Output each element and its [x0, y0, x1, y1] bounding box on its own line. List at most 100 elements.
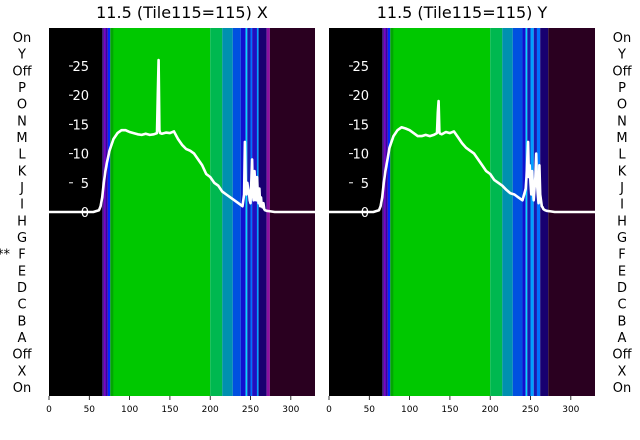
heatmap-band	[107, 28, 111, 396]
heatmap-band	[540, 28, 549, 396]
category-label: O	[617, 98, 627, 113]
heatmap-band	[256, 28, 259, 396]
y-tick-label: 25	[72, 60, 89, 75]
y-tick-label: 5	[81, 177, 89, 192]
x-tick-label: 0	[46, 405, 52, 415]
category-label: G	[17, 231, 27, 246]
data-series-line	[329, 99, 595, 214]
x-tick-label: 300	[562, 405, 579, 415]
category-label: E	[18, 264, 26, 279]
heatmap-band	[113, 28, 211, 396]
heatmap-band	[247, 28, 251, 396]
heatmap-band	[250, 28, 253, 396]
heatmap-band	[385, 28, 388, 396]
heatmap-band	[390, 28, 394, 396]
category-label: F	[618, 248, 625, 263]
heatmap-band	[382, 28, 384, 396]
y-tick-label: 10	[72, 148, 89, 163]
category-label: X	[18, 364, 27, 379]
y-tick-label: 0	[81, 206, 89, 221]
heatmap-band	[110, 28, 114, 396]
x-tick-label: 100	[121, 405, 138, 415]
y-tick-label: 0	[361, 206, 369, 221]
heatmap-band	[240, 28, 246, 396]
heatmap-band	[232, 28, 241, 396]
x-tick-label: 250	[242, 405, 259, 415]
category-label: E	[618, 264, 626, 279]
heatmap-band	[393, 28, 491, 396]
x-tick-label: 50	[84, 405, 96, 415]
x-tick-label: 250	[522, 405, 539, 415]
heatmap-band	[512, 28, 523, 396]
category-label: L	[18, 148, 26, 163]
x-tick-label: 200	[482, 405, 499, 415]
y-tick-label: 20	[72, 89, 89, 104]
category-label: Off	[12, 348, 32, 363]
category-label: P	[18, 81, 26, 96]
category-label: On	[613, 381, 631, 396]
category-label: M	[616, 131, 627, 146]
heatmap-band	[490, 28, 503, 396]
category-label: Off	[612, 348, 632, 363]
x-tick-label: 200	[202, 405, 219, 415]
category-label: G	[617, 231, 627, 246]
category-label: B	[18, 314, 27, 329]
y-tick-label: 15	[72, 118, 89, 133]
heatmap-band	[103, 28, 106, 396]
x-tick-label: 0	[326, 405, 332, 415]
category-label: X	[618, 364, 627, 379]
heatmap-band	[387, 28, 391, 396]
y-tick-label: 15	[352, 118, 369, 133]
x-tick-label: 300	[282, 405, 299, 415]
category-label: A	[618, 331, 627, 346]
category-label: On	[613, 31, 631, 46]
category-label: L	[618, 148, 626, 163]
category-label: Y	[617, 48, 626, 63]
category-label: A	[18, 331, 27, 346]
chart-title: 11.5 (Tile115=115) Y	[377, 3, 548, 22]
category-label: P	[618, 81, 626, 96]
heatmap-band	[502, 28, 513, 396]
y-tick-label: 5	[361, 177, 369, 192]
data-series-line	[49, 58, 315, 214]
category-marker: **	[0, 248, 11, 263]
heatmap-band	[245, 28, 248, 396]
category-label: M	[16, 131, 27, 146]
category-label: N	[17, 114, 27, 129]
category-label: I	[620, 198, 624, 213]
chart-title: 11.5 (Tile115=115) X	[96, 3, 268, 22]
x-tick-label: 100	[401, 405, 418, 415]
category-label: C	[617, 298, 626, 313]
category-label: Off	[12, 64, 32, 79]
x-tick-label: 150	[441, 405, 458, 415]
x-tick-label: 50	[364, 405, 376, 415]
category-label: H	[617, 214, 627, 229]
heatmap-band	[222, 28, 233, 396]
category-label: D	[17, 281, 27, 296]
y-tick-label: 10	[352, 148, 369, 163]
heatmap-band	[210, 28, 223, 396]
heatmap-band	[530, 28, 534, 396]
category-label: K	[618, 164, 627, 179]
x-tick-label: 150	[161, 405, 178, 415]
category-label: On	[13, 381, 31, 396]
heatmap-band	[258, 28, 267, 396]
y-tick-label: 25	[352, 60, 369, 75]
category-label: On	[13, 31, 31, 46]
category-label: O	[17, 98, 27, 113]
category-label: B	[618, 314, 627, 329]
category-label: K	[18, 164, 27, 179]
category-label: Off	[612, 64, 632, 79]
category-label: F	[18, 248, 25, 263]
heatmap-band	[525, 28, 528, 396]
category-label: H	[17, 214, 27, 229]
y-tick-label: 20	[352, 89, 369, 104]
heatmap-band	[527, 28, 531, 396]
heatmap-band	[383, 28, 386, 396]
heatmap-band	[533, 28, 537, 396]
heatmap-band	[522, 28, 526, 396]
category-label: N	[617, 114, 627, 129]
